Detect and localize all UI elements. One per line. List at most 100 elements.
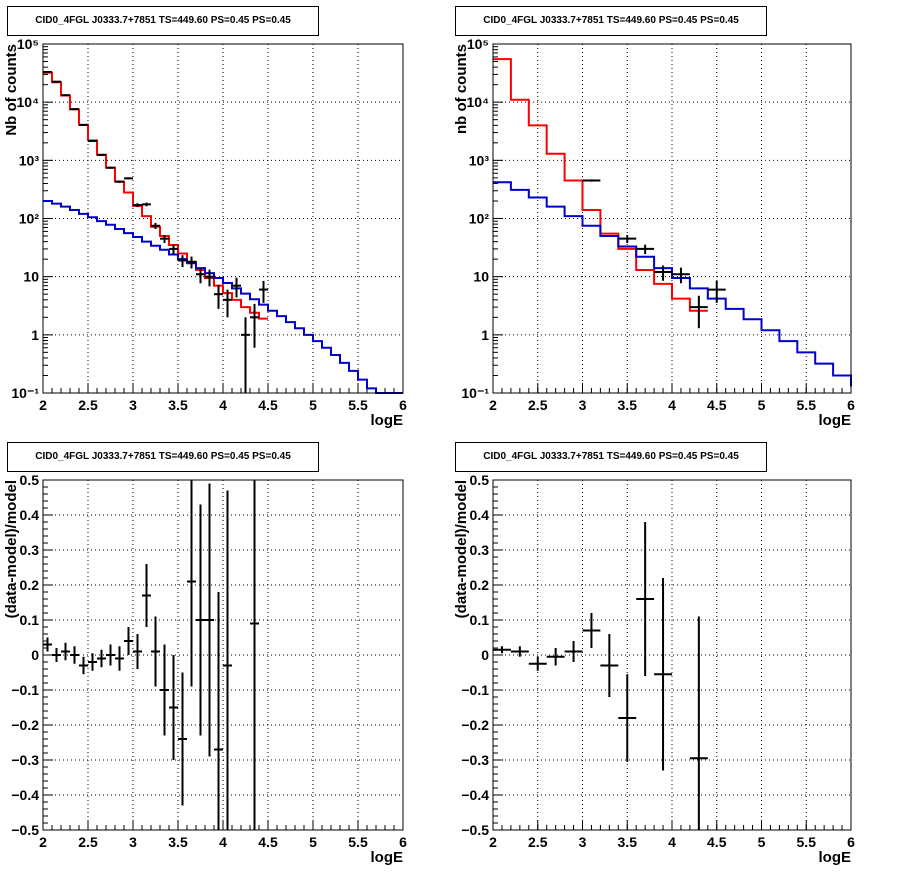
data-point bbox=[70, 646, 79, 664]
x-tick-label: 4.5 bbox=[707, 834, 727, 850]
histogram-series-component-model bbox=[43, 199, 403, 394]
data-point bbox=[707, 280, 726, 303]
x-tick-label: 4 bbox=[668, 397, 676, 413]
data-point bbox=[124, 177, 133, 180]
data-point bbox=[52, 648, 61, 662]
x-tick-label: 6 bbox=[847, 397, 855, 413]
x-axis-label: logE bbox=[371, 849, 404, 866]
data-points bbox=[582, 179, 726, 329]
plot-frame bbox=[492, 43, 852, 394]
y-tick-label: 0 bbox=[481, 647, 489, 663]
data-point bbox=[205, 269, 214, 287]
y-tick-label: 10⁻¹ bbox=[11, 385, 39, 401]
y-tick-label: 10³ bbox=[19, 152, 40, 168]
data-point bbox=[115, 646, 124, 671]
data-point bbox=[654, 265, 672, 281]
data-point bbox=[618, 235, 637, 243]
y-tick-label: 10 bbox=[23, 269, 39, 285]
y-tick-label: 10³ bbox=[469, 152, 490, 168]
y-tick-label: 10² bbox=[19, 211, 40, 227]
data-point bbox=[223, 289, 232, 318]
data-point bbox=[97, 153, 106, 156]
x-tick-label: 5.5 bbox=[797, 397, 817, 413]
chart-title-top-right: CID0_4FGL J0333.7+7851 TS=449.60 PS=0.45… bbox=[455, 6, 767, 36]
y-tick-label: 10² bbox=[469, 211, 490, 227]
data-points bbox=[43, 480, 259, 830]
data-point bbox=[106, 644, 115, 666]
x-tick-label: 4 bbox=[668, 834, 676, 850]
x-tick-label: 3.5 bbox=[168, 397, 188, 413]
x-tick-label: 5.5 bbox=[797, 834, 817, 850]
x-axis-label: logE bbox=[371, 412, 404, 429]
y-tick-label: 10⁻¹ bbox=[461, 385, 489, 401]
data-point bbox=[160, 235, 169, 243]
x-tick-label: 3.5 bbox=[618, 834, 638, 850]
x-tick-label: 6 bbox=[399, 834, 407, 850]
data-point bbox=[43, 637, 52, 652]
data-point bbox=[106, 166, 115, 169]
grid bbox=[43, 480, 403, 830]
x-tick-label: 4.5 bbox=[707, 397, 727, 413]
x-tick-label: 2 bbox=[39, 397, 47, 413]
data-point bbox=[97, 649, 106, 668]
data-point bbox=[142, 564, 151, 627]
data-point bbox=[61, 642, 70, 661]
data-point bbox=[79, 656, 88, 675]
data-point bbox=[133, 634, 142, 669]
data-point bbox=[88, 139, 97, 142]
x-tick-label: 3 bbox=[129, 397, 137, 413]
data-point bbox=[205, 483, 214, 757]
data-point bbox=[259, 280, 268, 303]
y-tick-label: 1 bbox=[481, 327, 489, 343]
x-tick-label: 4.5 bbox=[258, 834, 278, 850]
x-tick-label: 2 bbox=[489, 834, 497, 850]
y-tick-label: 1 bbox=[31, 327, 39, 343]
y-tick-label: −0.1 bbox=[11, 682, 39, 698]
data-point bbox=[124, 627, 133, 655]
plot-frame bbox=[42, 479, 404, 831]
data-point bbox=[115, 180, 124, 183]
data-point bbox=[636, 244, 655, 255]
y-axis-label: (data-model)/model bbox=[453, 480, 470, 618]
x-tick-label: 6 bbox=[399, 397, 407, 413]
x-tick-label: 4 bbox=[219, 834, 227, 850]
data-point bbox=[250, 480, 259, 830]
x-tick-label: 2.5 bbox=[528, 397, 548, 413]
chart-panel-bottom-right: 2 2.5 3 3.5 4 4.5 5 5.5 6 −0.5 −0.4 −0.3 −0.2 −0.1 0 0.… bbox=[453, 472, 855, 866]
y-tick-label: −0.2 bbox=[461, 717, 489, 733]
data-point bbox=[178, 672, 187, 806]
data-point bbox=[88, 653, 97, 671]
data-point bbox=[232, 277, 241, 298]
chart-panel-top-left: 2 2.5 3 3.5 4 4.5 5 5.5 6 10⁻¹ 1 10 10² 10³ 10⁴ 10⁵ logE… bbox=[3, 36, 407, 429]
data-point bbox=[196, 504, 205, 736]
y-tick-label: 0.5 bbox=[20, 472, 40, 488]
y-tick-label: −0.4 bbox=[461, 787, 489, 803]
histogram-series-total-model bbox=[493, 58, 708, 312]
x-tick-label: 2.5 bbox=[78, 834, 98, 850]
data-point bbox=[510, 646, 529, 657]
data-point bbox=[582, 613, 601, 648]
data-point bbox=[654, 578, 672, 771]
data-point bbox=[493, 646, 511, 654]
x-tick-label: 3 bbox=[129, 834, 137, 850]
y-tick-label: 0.3 bbox=[20, 542, 40, 558]
x-tick-label: 3 bbox=[579, 397, 587, 413]
y-tick-label: 0.1 bbox=[470, 612, 490, 628]
data-point bbox=[178, 255, 187, 268]
y-tick-label: −0.5 bbox=[11, 822, 39, 838]
chart-title-top-left: CID0_4FGL J0333.7+7851 TS=449.60 PS=0.45… bbox=[7, 6, 319, 36]
histogram-series-component-model bbox=[493, 181, 852, 387]
data-point bbox=[564, 641, 583, 662]
data-point bbox=[79, 123, 88, 126]
y-tick-label: −0.1 bbox=[461, 682, 489, 698]
data-point bbox=[689, 295, 708, 329]
x-tick-label: 5 bbox=[309, 397, 317, 413]
x-tick-label: 4 bbox=[219, 397, 227, 413]
y-tick-label: 10⁴ bbox=[467, 94, 490, 110]
x-tick-label: 2 bbox=[489, 397, 497, 413]
data-point bbox=[151, 222, 160, 229]
y-tick-label: 0.4 bbox=[20, 507, 40, 523]
x-tick-label: 3 bbox=[579, 834, 587, 850]
y-tick-label: −0.5 bbox=[461, 822, 489, 838]
x-tick-label: 2 bbox=[39, 834, 47, 850]
